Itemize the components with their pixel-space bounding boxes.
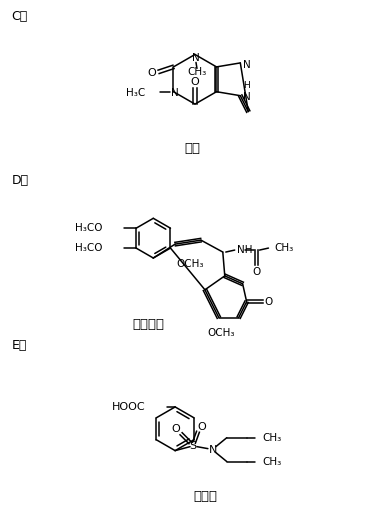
Text: O: O	[147, 68, 156, 78]
Text: O: O	[191, 77, 199, 87]
Text: 秋水仙碱: 秋水仙碱	[132, 318, 165, 331]
Text: N: N	[243, 60, 251, 70]
Text: H₃C: H₃C	[126, 88, 146, 98]
Text: H₃CO: H₃CO	[75, 243, 102, 253]
Text: O: O	[172, 424, 180, 434]
Text: OCH₃: OCH₃	[177, 259, 204, 269]
Text: C．: C．	[11, 10, 28, 23]
Text: CH₃: CH₃	[187, 67, 206, 77]
Text: N: N	[209, 445, 217, 455]
Text: S: S	[189, 441, 197, 450]
Text: N: N	[192, 53, 200, 63]
Text: 丙磺舒: 丙磺舒	[193, 490, 217, 503]
Text: CH₃: CH₃	[274, 243, 294, 253]
Text: N: N	[243, 92, 251, 102]
Text: D．: D．	[11, 174, 28, 187]
Text: N: N	[171, 88, 178, 98]
Text: NH: NH	[237, 245, 252, 255]
Text: OCH₃: OCH₃	[207, 329, 235, 338]
Text: O: O	[253, 267, 261, 277]
Text: H₃CO: H₃CO	[75, 223, 102, 233]
Text: CH₃: CH₃	[263, 457, 282, 467]
Text: E．: E．	[11, 339, 27, 352]
Text: H: H	[243, 81, 249, 90]
Text: O: O	[197, 422, 206, 432]
Text: O: O	[264, 297, 273, 307]
Text: CH₃: CH₃	[263, 433, 282, 443]
Text: HOOC: HOOC	[112, 402, 146, 412]
Text: 茶碱: 茶碱	[184, 142, 200, 155]
